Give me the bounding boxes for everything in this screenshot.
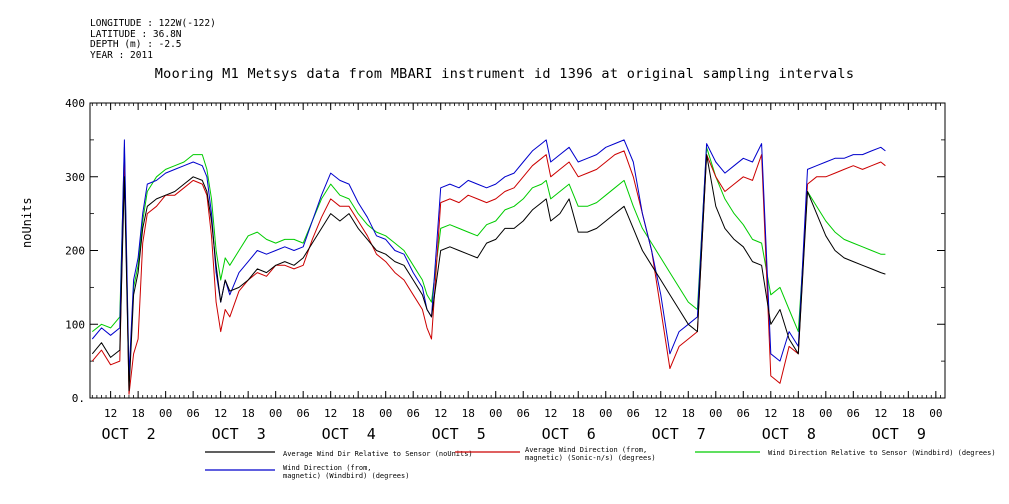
y-tick-label: 100 xyxy=(65,318,85,331)
x-tick-label: 00 xyxy=(489,407,502,420)
x-tick-label: 12 xyxy=(874,407,887,420)
x-tick-label: 18 xyxy=(792,407,805,420)
legend-label-3: magnetic) (Windbird) (degrees) xyxy=(283,472,409,480)
y-tick-label: 400 xyxy=(65,97,85,110)
legend-label-2: Wind Direction Relative to Sensor (Windb… xyxy=(768,449,996,457)
y-tick-label: 0. xyxy=(72,392,85,405)
x-tick-label: 18 xyxy=(352,407,365,420)
x-tick-label: 06 xyxy=(517,407,530,420)
x-tick-label: 06 xyxy=(407,407,420,420)
x-tick-label: 12 xyxy=(214,407,227,420)
series-line-3 xyxy=(91,139,886,377)
x-tick-label: 06 xyxy=(187,407,200,420)
x-tick-label: 12 xyxy=(764,407,777,420)
y-tick-label: 300 xyxy=(65,171,85,184)
x-tick-label: 06 xyxy=(627,407,640,420)
x-tick-label: 00 xyxy=(269,407,282,420)
x-tick-label: 12 xyxy=(434,407,447,420)
x-day-label: OCT 9 xyxy=(872,425,926,443)
x-tick-label: 12 xyxy=(654,407,667,420)
chart-title: Mooring M1 Metsys data from MBARI instru… xyxy=(154,66,855,82)
x-day-label: OCT 8 xyxy=(762,425,816,443)
series-line-0 xyxy=(91,154,886,392)
y-tick-label: 200 xyxy=(65,245,85,258)
x-tick-label: 12 xyxy=(544,407,557,420)
x-day-label: OCT 2 xyxy=(102,425,156,443)
plot-frame xyxy=(89,102,946,399)
x-tick-label: 18 xyxy=(902,407,915,420)
x-tick-label: 18 xyxy=(682,407,695,420)
x-tick-label: 00 xyxy=(599,407,612,420)
x-tick-label: 18 xyxy=(132,407,145,420)
x-tick-label: 18 xyxy=(242,407,255,420)
legend-label-1: magnetic) (Sonic-n/s) (degrees) xyxy=(525,454,656,462)
x-tick-label: 18 xyxy=(572,407,585,420)
series-line-2 xyxy=(91,146,886,384)
x-tick-label: 00 xyxy=(819,407,832,420)
x-tick-label: 18 xyxy=(462,407,475,420)
x-day-label: OCT 4 xyxy=(322,425,376,443)
x-tick-label: 00 xyxy=(159,407,172,420)
metadata-block: LONGITUDE : 122W(-122) LATITUDE : 36.8N DE… xyxy=(90,18,216,61)
x-tick-label: 00 xyxy=(709,407,722,420)
latitude-text: LATITUDE : 36.8N xyxy=(90,28,182,40)
legend-label-1: Average Wind Direction (from, xyxy=(525,446,647,454)
x-day-label: OCT 3 xyxy=(212,425,266,443)
x-tick-label: 12 xyxy=(104,407,117,420)
depth-text: DEPTH (m) : -2.5 xyxy=(90,39,182,50)
x-day-label: OCT 7 xyxy=(652,425,706,443)
x-tick-label: 06 xyxy=(297,407,310,420)
legend-label-0: Average Wind Dir Relative to Sensor (noU… xyxy=(283,450,473,458)
series-line-1 xyxy=(91,150,886,395)
x-tick-label: 00 xyxy=(929,407,942,420)
x-tick-label: 00 xyxy=(379,407,392,420)
x-tick-label: 12 xyxy=(324,407,337,420)
x-day-label: OCT 5 xyxy=(432,425,486,443)
x-tick-label: 06 xyxy=(847,407,860,420)
longitude-text: LONGITUDE : 122W(-122) xyxy=(90,18,216,29)
legend-label-3: Wind Direction (from, xyxy=(283,464,372,472)
x-day-label: OCT 6 xyxy=(542,425,596,443)
x-tick-label: 06 xyxy=(737,407,750,420)
year-text: YEAR : 2011 xyxy=(90,49,153,61)
